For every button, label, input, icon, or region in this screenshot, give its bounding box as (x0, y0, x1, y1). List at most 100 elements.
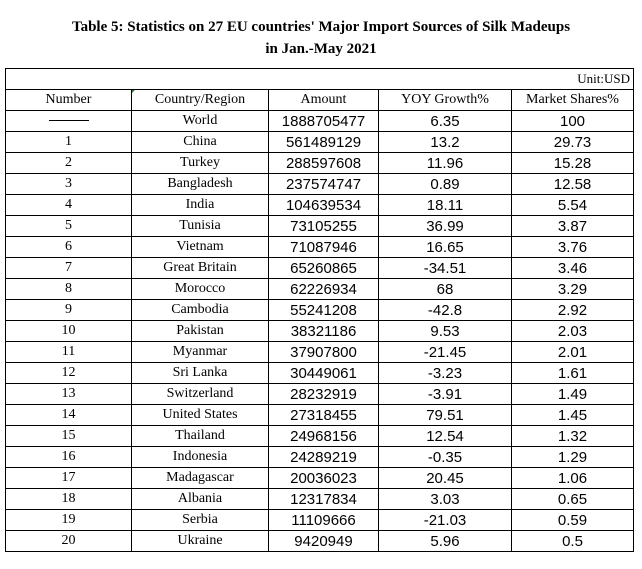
cell-number: 11 (5, 341, 132, 363)
cell-number: 2 (5, 152, 132, 174)
cell-number: 5 (5, 215, 132, 237)
cell-growth: -3.23 (378, 362, 512, 384)
cell-share: 1.61 (510, 362, 635, 384)
cell-country: Ukraine (131, 530, 269, 552)
column-header-country: Country/Region (131, 89, 269, 111)
cell-share: 100 (510, 110, 635, 132)
cell-amount: 65260865 (268, 257, 379, 279)
table-row: 14 United States 27318455 79.51 1.45 (5, 404, 635, 426)
cell-amount: 55241208 (268, 299, 379, 321)
cell-amount: 71087946 (268, 236, 379, 258)
cell-country: Pakistan (131, 320, 269, 342)
cell-amount: 9420949 (268, 530, 379, 552)
cell-share: 0.65 (510, 488, 635, 510)
table-row: 11 Myanmar 37907800 -21.45 2.01 (5, 341, 635, 363)
cell-country: Indonesia (131, 446, 269, 468)
cell-number: 15 (5, 425, 132, 447)
table-row: 2 Turkey 288597608 11.96 15.28 (5, 152, 635, 174)
cell-share: 1.32 (510, 425, 635, 447)
cell-share: 3.76 (510, 236, 635, 258)
cell-number (5, 110, 132, 132)
cell-amount: 27318455 (268, 404, 379, 426)
cell-growth: 5.96 (378, 530, 512, 552)
cell-amount: 288597608 (268, 152, 379, 174)
cell-amount: 20036023 (268, 467, 379, 489)
cell-amount: 11109666 (268, 509, 379, 531)
cell-share: 1.29 (510, 446, 635, 468)
cell-growth: 6.35 (378, 110, 512, 132)
dash-icon (48, 120, 89, 122)
cell-growth: 79.51 (378, 404, 512, 426)
cell-share: 0.59 (510, 509, 635, 531)
cell-share: 0.5 (510, 530, 635, 552)
header-row: Number Country/Region Amount YOY Growth%… (5, 89, 635, 111)
table-row: 4 India 104639534 18.11 5.54 (5, 194, 635, 216)
cell-country: Tunisia (131, 215, 269, 237)
cell-country: India (131, 194, 269, 216)
cell-growth: 36.99 (378, 215, 512, 237)
cell-number: 9 (5, 299, 132, 321)
cell-country: Vietnam (131, 236, 269, 258)
cell-growth: -3.91 (378, 383, 512, 405)
cell-share: 3.46 (510, 257, 635, 279)
cell-amount: 30449061 (268, 362, 379, 384)
cell-number: 16 (5, 446, 132, 468)
table-row: 7 Great Britain 65260865 -34.51 3.46 (5, 257, 635, 279)
cell-growth: 18.11 (378, 194, 512, 216)
cell-amount: 73105255 (268, 215, 379, 237)
cell-amount: 561489129 (268, 131, 379, 153)
cell-share: 1.06 (510, 467, 635, 489)
table-row: 3 Bangladesh 237574747 0.89 12.58 (5, 173, 635, 195)
cell-amount: 1888705477 (268, 110, 379, 132)
cell-country: China (131, 131, 269, 153)
column-header-share: Market Shares% (510, 89, 635, 111)
cell-share: 12.58 (510, 173, 635, 195)
cell-country: Myanmar (131, 341, 269, 363)
cell-number: 18 (5, 488, 132, 510)
column-header-growth: YOY Growth% (378, 89, 512, 111)
cell-number: 4 (5, 194, 132, 216)
table-row: 6 Vietnam 71087946 16.65 3.76 (5, 236, 635, 258)
cell-country: Sri Lanka (131, 362, 269, 384)
cell-number: 17 (5, 467, 132, 489)
unit-label: Unit:USD (4, 68, 635, 90)
table-row: 5 Tunisia 73105255 36.99 3.87 (5, 215, 635, 237)
cell-country: Turkey (131, 152, 269, 174)
cell-share: 2.92 (510, 299, 635, 321)
cell-share: 15.28 (510, 152, 635, 174)
cell-share: 3.87 (510, 215, 635, 237)
cell-country: Thailand (131, 425, 269, 447)
cell-amount: 104639534 (268, 194, 379, 216)
table-row: 9 Cambodia 55241208 -42.8 2.92 (5, 299, 635, 321)
cell-number: 8 (5, 278, 132, 300)
cell-number: 6 (5, 236, 132, 258)
table-row: 12 Sri Lanka 30449061 -3.23 1.61 (5, 362, 635, 384)
column-header-number: Number (5, 89, 132, 111)
cell-growth: 16.65 (378, 236, 512, 258)
cell-share: 1.49 (510, 383, 635, 405)
cell-country: Bangladesh (131, 173, 269, 195)
cell-number: 7 (5, 257, 132, 279)
cell-number: 1 (5, 131, 132, 153)
cell-country: Madagascar (131, 467, 269, 489)
table-row: 19 Serbia 11109666 -21.03 0.59 (5, 509, 635, 531)
table-row-total: World 1888705477 6.35 100 (5, 110, 635, 132)
unit-row: Unit:USD (4, 68, 635, 90)
column-header-amount: Amount (268, 89, 379, 111)
cell-number: 10 (5, 320, 132, 342)
cell-growth: 20.45 (378, 467, 512, 489)
cell-number: 12 (5, 362, 132, 384)
cell-growth: -21.45 (378, 341, 512, 363)
cell-country: Switzerland (131, 383, 269, 405)
cell-growth: 3.03 (378, 488, 512, 510)
cell-growth: -0.35 (378, 446, 512, 468)
table-row: 15 Thailand 24968156 12.54 1.32 (5, 425, 635, 447)
cell-growth: -34.51 (378, 257, 512, 279)
cell-share: 3.29 (510, 278, 635, 300)
table-row: 18 Albania 12317834 3.03 0.65 (5, 488, 635, 510)
cell-share: 29.73 (510, 131, 635, 153)
cell-number: 3 (5, 173, 132, 195)
cell-country: United States (131, 404, 269, 426)
cell-amount: 24968156 (268, 425, 379, 447)
table-row: 8 Morocco 62226934 68 3.29 (5, 278, 635, 300)
